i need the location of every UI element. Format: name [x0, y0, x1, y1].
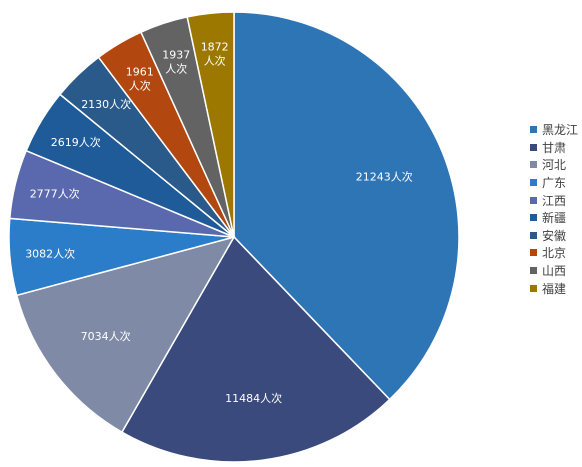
pie-slice-2 [15, 235, 236, 434]
legend-swatch [530, 267, 537, 275]
legend-swatch [530, 143, 537, 151]
pie-data-labels: 21243人次 11484人次 7034人次 3082人次 2777人次 2619人次 21… [25, 41, 413, 405]
legend-label: 甘肃 [542, 140, 567, 155]
legend-swatch [530, 284, 537, 292]
pie-slice-1 [120, 235, 391, 463]
legend-label: 山西 [542, 264, 567, 279]
pie-slice-0 [233, 11, 460, 401]
legend-label: 福建 [542, 281, 567, 296]
legend-item-9: 福建 [530, 279, 578, 297]
data-label-2: 7034人次 [81, 329, 131, 343]
legend-item-3: 广东 [530, 174, 578, 192]
legend-item-4: 江西 [530, 191, 578, 209]
legend-item-0: 黑龙江 [530, 121, 578, 139]
data-label-1: 11484人次 [225, 391, 282, 405]
data-label-0: 21243人次 [356, 170, 413, 184]
data-label-6: 2130人次 [81, 97, 131, 111]
legend-label: 北京 [542, 246, 567, 261]
chart-legend: 黑龙江甘肃河北广东江西新疆安徽北京山西福建 [530, 121, 578, 297]
legend-label: 江西 [542, 193, 567, 208]
legend-label: 河北 [542, 158, 567, 173]
legend-item-1: 甘肃 [530, 139, 578, 157]
legend-label: 黑龙江 [542, 123, 579, 138]
legend-item-2: 河北 [530, 156, 578, 174]
pie-slices [8, 11, 460, 463]
legend-item-8: 山西 [530, 262, 578, 280]
legend-swatch [530, 214, 537, 222]
data-label-4: 2777人次 [30, 187, 80, 201]
legend-item-7: 北京 [530, 244, 578, 262]
data-label-7: 1961 人次 [126, 65, 154, 92]
legend-swatch [530, 196, 537, 204]
data-label-8: 1937 人次 [162, 49, 190, 76]
data-label-9: 1872 人次 [201, 41, 229, 68]
legend-swatch [530, 161, 537, 169]
data-label-3: 3082人次 [25, 247, 75, 261]
legend-swatch [530, 126, 537, 134]
legend-label: 新疆 [542, 211, 567, 226]
legend-swatch [530, 231, 537, 239]
legend-label: 广东 [542, 176, 567, 191]
legend-item-6: 安徽 [530, 227, 578, 245]
data-label-5: 2619人次 [51, 135, 101, 149]
pie-slice-9 [186, 11, 235, 238]
legend-swatch [530, 249, 537, 257]
legend-swatch [530, 179, 537, 187]
legend-label: 安徽 [542, 228, 567, 243]
legend-item-5: 新疆 [530, 209, 578, 227]
